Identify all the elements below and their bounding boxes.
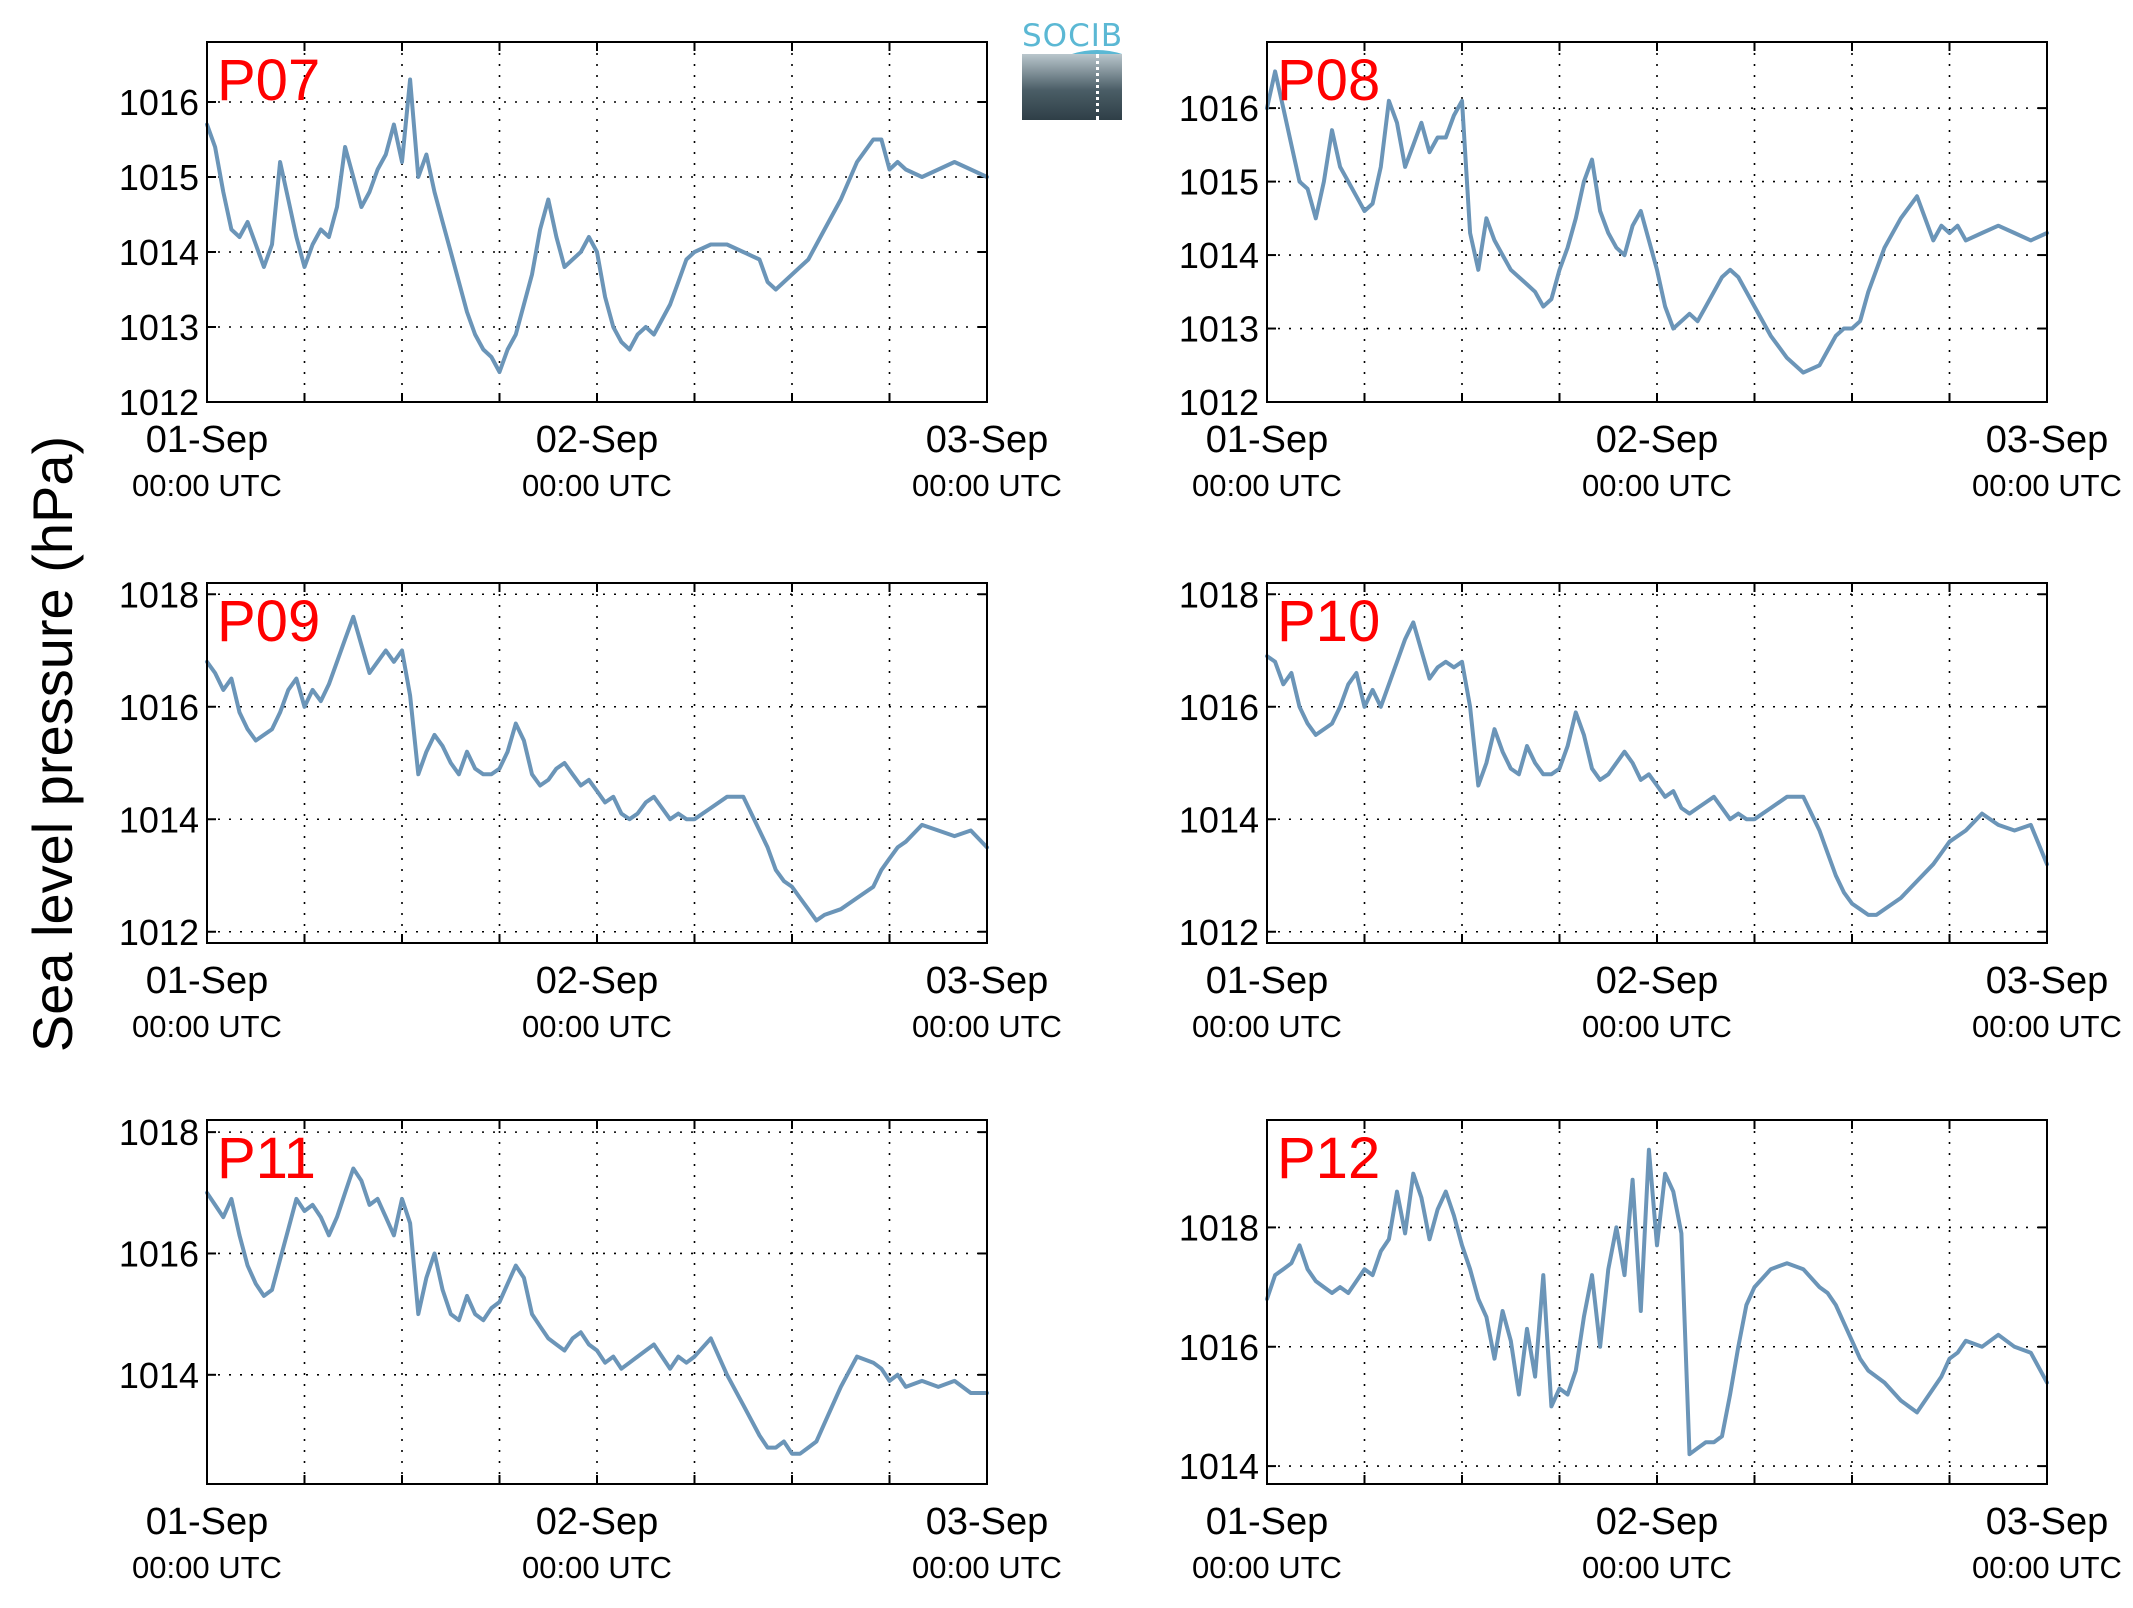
y-tick-label: 1013: [119, 307, 199, 348]
y-axis-label: Sea level pressure (hPa): [21, 436, 84, 1052]
y-tick-label: 1014: [1179, 235, 1259, 276]
panel-label: P09: [217, 589, 320, 654]
y-tick-label: 1012: [1179, 912, 1259, 953]
x-tick-label-date: 01-Sep: [146, 419, 269, 461]
x-tick-label-date: 03-Sep: [926, 1501, 1049, 1543]
y-tick-label: 1016: [119, 82, 199, 123]
series-line: [1265, 69, 2049, 375]
panel-label: P10: [1277, 589, 1380, 654]
x-tick-label-date: 03-Sep: [926, 419, 1049, 461]
axes-box: [206, 1119, 988, 1485]
y-tick-label: 1016: [1179, 88, 1259, 129]
logo-text: SOCIB: [1022, 18, 1124, 54]
panel-label: P08: [1277, 48, 1380, 113]
y-tick-label: 1018: [1179, 1207, 1259, 1248]
x-tick-label-time: 00:00 UTC: [1192, 468, 1342, 503]
x-tick-label-date: 03-Sep: [1986, 1501, 2109, 1543]
x-tick-label-date: 01-Sep: [146, 1501, 269, 1543]
x-tick-label-date: 02-Sep: [536, 419, 659, 461]
x-tick-label-date: 03-Sep: [1986, 419, 2109, 461]
y-tick-label: 1014: [1179, 799, 1259, 840]
x-tick-label-time: 00:00 UTC: [522, 468, 672, 503]
panel-p11: 1014 1016 1018 01-Sep 00:00 UTC 02-Sep 00:00 U…: [119, 1112, 1062, 1585]
x-tick-label-date: 02-Sep: [536, 960, 659, 1002]
axes-box: [1266, 1119, 2048, 1485]
x-tick-label-time: 00:00 UTC: [1192, 1009, 1342, 1044]
y-tick-label: 1018: [119, 1112, 199, 1153]
y-tick-label: 1012: [119, 912, 199, 953]
x-tick-label-time: 00:00 UTC: [132, 1009, 282, 1044]
x-tick-label-date: 03-Sep: [1986, 960, 2109, 1002]
y-tick-label: 1014: [1179, 1446, 1259, 1487]
panel-p09: 1012 1014 1016 1018 01-Sep 00:00 UTC 02-Sep 00:…: [119, 574, 1062, 1044]
series-line: [205, 77, 989, 374]
x-tick-label-date: 03-Sep: [926, 960, 1049, 1002]
y-tick-label: 1016: [119, 1233, 199, 1274]
y-tick-label: 1018: [119, 574, 199, 615]
panel-label: P11: [217, 1126, 316, 1191]
series-line: [1265, 620, 2049, 917]
x-tick-label-date: 02-Sep: [1596, 960, 1719, 1002]
axes-box: [1266, 582, 2048, 944]
series-line: [205, 614, 989, 923]
y-tick-label: 1015: [1179, 162, 1259, 203]
y-tick-label: 1012: [1179, 382, 1259, 423]
x-tick-label-time: 00:00 UTC: [1972, 468, 2122, 503]
panel-label: P12: [1277, 1126, 1380, 1191]
x-tick-label-time: 00:00 UTC: [912, 1550, 1062, 1585]
x-tick-label-date: 01-Sep: [146, 960, 269, 1002]
y-tick-label: 1016: [1179, 1327, 1259, 1368]
axes-box: [206, 582, 988, 944]
y-tick-label: 1018: [1179, 574, 1259, 615]
axes-box: [1266, 41, 2048, 403]
panel-p12: 1014 1016 1018 01-Sep 00:00 UTC 02-Sep 00:00 U…: [1179, 1119, 2122, 1585]
x-tick-label-time: 00:00 UTC: [1582, 1550, 1732, 1585]
x-tick-label-time: 00:00 UTC: [132, 1550, 282, 1585]
x-tick-label-time: 00:00 UTC: [132, 468, 282, 503]
y-tick-label: 1013: [1179, 309, 1259, 350]
x-tick-label-time: 00:00 UTC: [912, 1009, 1062, 1044]
socib-logo: SOCIB: [1022, 18, 1122, 122]
x-tick-label-date: 02-Sep: [536, 1501, 659, 1543]
axes-box: [206, 41, 988, 403]
x-tick-label-time: 00:00 UTC: [1192, 1550, 1342, 1585]
x-tick-label-date: 02-Sep: [1596, 419, 1719, 461]
y-tick-label: 1014: [119, 232, 199, 273]
panel-label: P07: [217, 48, 320, 113]
y-tick-label: 1014: [119, 799, 199, 840]
y-tick-label: 1016: [119, 687, 199, 728]
x-tick-label-time: 00:00 UTC: [912, 468, 1062, 503]
x-tick-label-time: 00:00 UTC: [522, 1009, 672, 1044]
x-tick-label-time: 00:00 UTC: [1972, 1550, 2122, 1585]
panel-p07: 1012 1013 1014 1015 1016 01-Sep 00:00 UTC 02-Se…: [119, 41, 1062, 503]
y-tick-label: 1014: [119, 1355, 199, 1396]
y-tick-label: 1015: [119, 157, 199, 198]
x-tick-label-time: 00:00 UTC: [522, 1550, 672, 1585]
x-tick-label-date: 01-Sep: [1206, 419, 1329, 461]
x-tick-label-date: 01-Sep: [1206, 960, 1329, 1002]
x-tick-label-time: 00:00 UTC: [1582, 1009, 1732, 1044]
y-tick-label: 1012: [119, 382, 199, 423]
panel-p10: 1012 1014 1016 1018 01-Sep 00:00 UTC 02-Sep 00:…: [1179, 574, 2122, 1044]
x-tick-label-time: 00:00 UTC: [1972, 1009, 2122, 1044]
y-tick-label: 1016: [1179, 687, 1259, 728]
x-tick-label-time: 00:00 UTC: [1582, 468, 1732, 503]
panel-p08: 1012 1013 1014 1015 1016 01-Sep 00:00 UTC 02-Se…: [1179, 41, 2122, 503]
series-line: [205, 1166, 989, 1456]
x-tick-label-date: 02-Sep: [1596, 1501, 1719, 1543]
series-line: [1265, 1147, 2049, 1457]
x-tick-label-date: 01-Sep: [1206, 1501, 1329, 1543]
